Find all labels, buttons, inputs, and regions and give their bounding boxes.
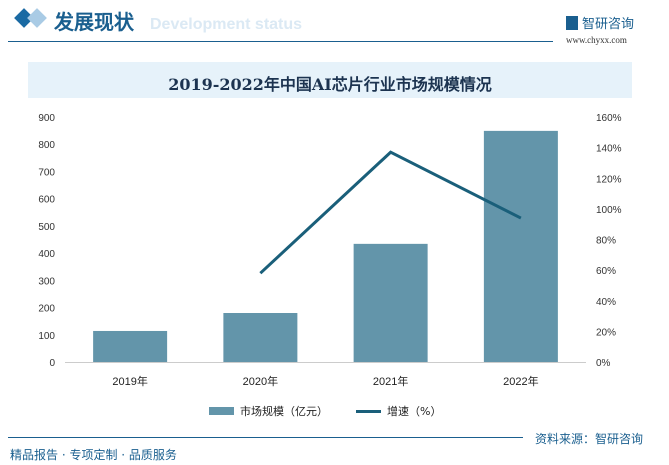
right-axis-tick-label: 140% — [596, 144, 622, 155]
legend-swatch-line — [356, 409, 381, 413]
x-axis-tick-label: 2021年 — [373, 374, 408, 388]
bar-2020年 — [223, 313, 298, 362]
slogan-text: 精品报告 · 专项定制 · 品质服务 — [10, 448, 177, 462]
legend-label-line: 增速（%） — [387, 405, 442, 418]
header-divider — [8, 41, 553, 42]
source-text: 资料来源：智研咨询 — [535, 432, 644, 446]
chart-title-band: 2019-2022年中国AI芯片行业市场规模情况 — [28, 62, 632, 98]
legend-swatch-bar — [209, 407, 234, 415]
x-axis-tick-label: 2019年 — [112, 374, 147, 388]
left-axis-tick-label: 300 — [38, 276, 55, 287]
left-axis-tick-label: 900 — [38, 113, 55, 124]
logo-name: 智研咨询 — [582, 17, 635, 32]
legend: 市场规模（亿元） 增速（%） — [209, 403, 441, 419]
legend-label-bar: 市场规模（亿元） — [240, 405, 328, 418]
right-axis-tick-label: 100% — [596, 205, 622, 216]
left-axis-tick-label: 500 — [38, 222, 55, 233]
left-axis-tick-label: 600 — [38, 195, 55, 206]
logo-icon — [566, 16, 578, 30]
chart: 0 100 200 300 400 500 600 700 800 900 0% 20% 40% 60% 8… — [38, 113, 622, 388]
left-axis-tick-label: 800 — [38, 140, 55, 151]
header-subtitle-en: Development status — [150, 16, 303, 33]
x-axis-tick-label: 2020年 — [243, 374, 278, 388]
logo: 智研咨询 — [566, 13, 634, 32]
right-axis-tick-label: 80% — [596, 236, 616, 247]
header-title: 发展现状 — [54, 10, 134, 34]
x-axis-tick-label: 2022年 — [503, 374, 538, 388]
chart-title: 2019-2022年中国AI芯片行业市场规模情况 — [168, 75, 492, 94]
left-axis-tick-label: 700 — [38, 167, 55, 178]
right-axis-tick-label: 60% — [596, 266, 616, 277]
right-axis-tick-label: 120% — [596, 174, 622, 185]
left-axis-tick-label: 200 — [38, 304, 55, 315]
logo-url: www.chyxx.com — [566, 35, 627, 45]
left-axis-tick-label: 100 — [38, 331, 55, 342]
right-axis-tick-label: 40% — [596, 297, 616, 308]
footer-divider — [8, 437, 523, 438]
bar-2019年 — [93, 330, 168, 362]
right-axis-tick-label: 0% — [596, 358, 611, 369]
bar-2021年 — [353, 243, 428, 362]
bar-2022年 — [483, 130, 558, 362]
left-axis-tick-label: 400 — [38, 249, 55, 260]
right-axis-tick-label: 20% — [596, 327, 616, 338]
right-axis-tick-label: 160% — [596, 113, 622, 124]
left-axis-tick-label: 0 — [49, 358, 55, 369]
